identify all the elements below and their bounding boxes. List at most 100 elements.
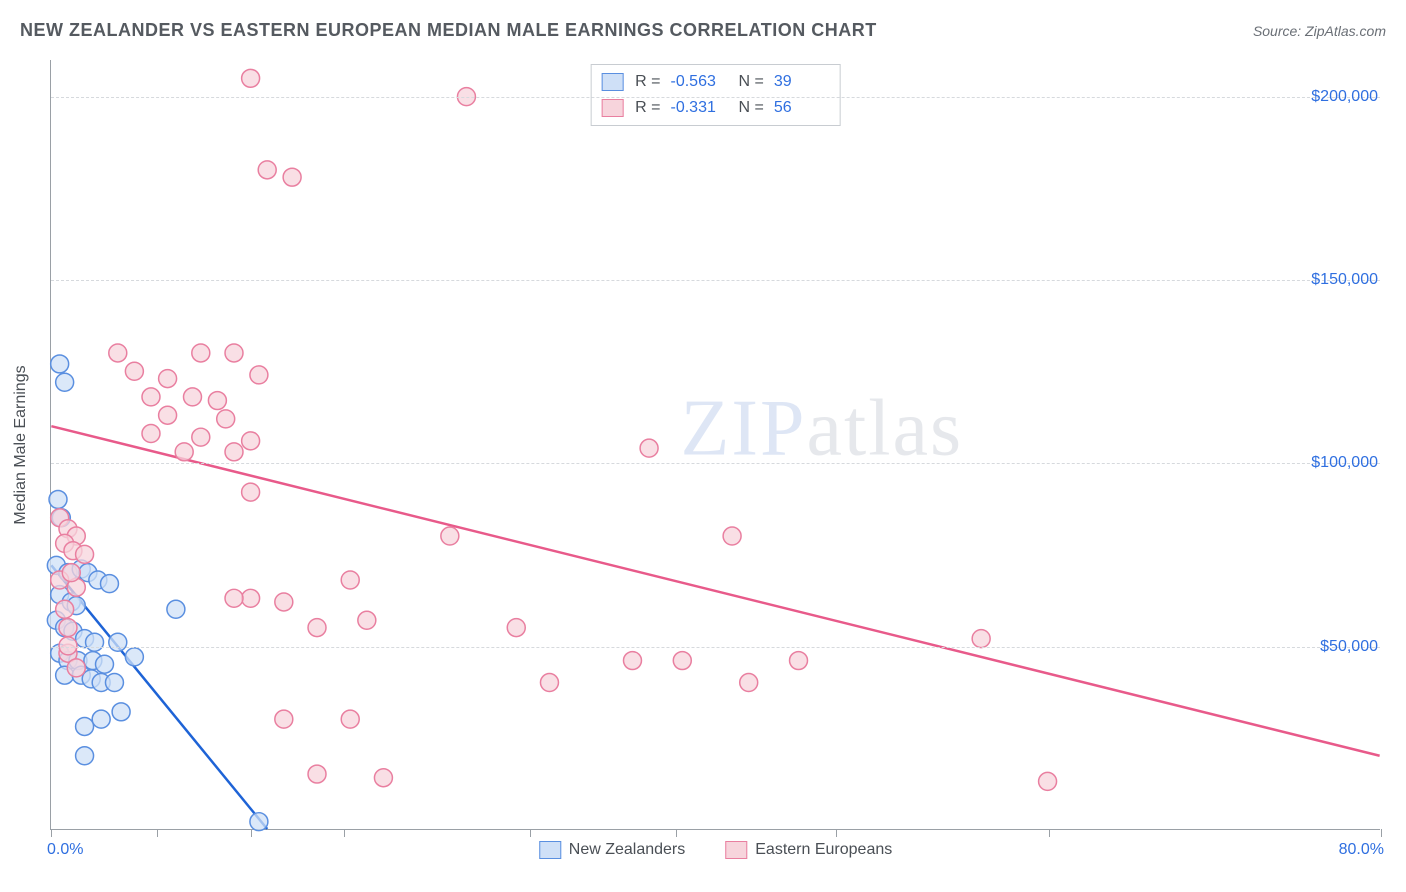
- legend-r-label: R =: [635, 73, 660, 91]
- nz-point: [109, 633, 127, 651]
- ee-point: [175, 443, 193, 461]
- ee-point: [225, 443, 243, 461]
- legend-swatch: [539, 841, 561, 859]
- legend-swatch: [601, 99, 623, 117]
- x-tick: [676, 829, 677, 837]
- source-label: Source: ZipAtlas.com: [1253, 23, 1386, 39]
- gridline: [51, 647, 1380, 648]
- ee-point: [258, 161, 276, 179]
- x-tick: [251, 829, 252, 837]
- x-tick: [1381, 829, 1382, 837]
- ee-point: [275, 710, 293, 728]
- ee-point: [374, 769, 392, 787]
- ee-point: [275, 593, 293, 611]
- x-tick: [344, 829, 345, 837]
- chart-title: NEW ZEALANDER VS EASTERN EUROPEAN MEDIAN…: [20, 20, 877, 41]
- ee-point: [790, 652, 808, 670]
- x-tick: [1049, 829, 1050, 837]
- nz-point: [100, 575, 118, 593]
- ee-point: [723, 527, 741, 545]
- ee-point: [59, 619, 77, 637]
- ee-point: [673, 652, 691, 670]
- legend-r-value: -0.563: [671, 73, 727, 91]
- legend-r-label: R =: [635, 99, 660, 117]
- ee-point: [540, 674, 558, 692]
- ee-point: [142, 425, 160, 443]
- ee-point: [441, 527, 459, 545]
- nz-point: [56, 373, 74, 391]
- series-legend: New Zealanders Eastern Europeans: [539, 841, 892, 859]
- nz-point: [76, 747, 94, 765]
- ee-point: [192, 428, 210, 446]
- nz-point: [112, 703, 130, 721]
- ee-point: [208, 392, 226, 410]
- gridline: [51, 463, 1380, 464]
- ee-point: [358, 611, 376, 629]
- y-axis-title: Median Male Earnings: [12, 365, 30, 524]
- ee-point: [242, 69, 260, 87]
- ee-point: [184, 388, 202, 406]
- ee-point: [159, 370, 177, 388]
- gridline: [51, 97, 1380, 98]
- legend-n-label: N =: [739, 99, 764, 117]
- ee-point: [159, 406, 177, 424]
- ee-point: [109, 344, 127, 362]
- nz-point: [125, 648, 143, 666]
- x-tick: [51, 829, 52, 837]
- nz-point: [51, 355, 69, 373]
- ee-point: [507, 619, 525, 637]
- legend-r-value: -0.331: [671, 99, 727, 117]
- ee-point: [1039, 772, 1057, 790]
- x-tick: [836, 829, 837, 837]
- header: NEW ZEALANDER VS EASTERN EUROPEAN MEDIAN…: [20, 20, 1386, 41]
- x-axis-min-label: 0.0%: [47, 841, 83, 859]
- ee-point: [242, 483, 260, 501]
- ee-point: [76, 545, 94, 563]
- ee-point: [225, 344, 243, 362]
- series-legend-item-nz: New Zealanders: [539, 841, 686, 859]
- gridline: [51, 280, 1380, 281]
- legend-row-nz: R = -0.563 N = 39: [601, 69, 830, 95]
- legend-n-label: N =: [739, 73, 764, 91]
- legend-n-value: 39: [774, 73, 830, 91]
- ee-point: [308, 765, 326, 783]
- scatter-points-layer: [51, 60, 1380, 829]
- ee-point: [242, 432, 260, 450]
- ee-point: [341, 710, 359, 728]
- ee-point: [192, 344, 210, 362]
- ee-point: [217, 410, 235, 428]
- nz-point: [105, 674, 123, 692]
- ee-point: [125, 362, 143, 380]
- nz-point: [76, 717, 94, 735]
- nz-point: [49, 490, 67, 508]
- legend-n-value: 56: [774, 99, 830, 117]
- ee-point: [972, 630, 990, 648]
- y-tick-label: $100,000: [1311, 454, 1382, 472]
- ee-point: [62, 564, 80, 582]
- x-axis-max-label: 80.0%: [1339, 841, 1384, 859]
- ee-point: [250, 366, 268, 384]
- ee-point: [341, 571, 359, 589]
- nz-point: [92, 710, 110, 728]
- y-tick-label: $150,000: [1311, 271, 1382, 289]
- x-tick: [530, 829, 531, 837]
- legend-swatch: [725, 841, 747, 859]
- ee-point: [242, 589, 260, 607]
- ee-point: [225, 589, 243, 607]
- series-name: Eastern Europeans: [755, 841, 892, 858]
- series-legend-item-ee: Eastern Europeans: [725, 841, 892, 859]
- y-tick-label: $50,000: [1320, 638, 1382, 656]
- nz-point: [250, 813, 268, 831]
- ee-point: [56, 600, 74, 618]
- ee-point: [740, 674, 758, 692]
- nz-point: [86, 633, 104, 651]
- y-tick-label: $200,000: [1311, 88, 1382, 106]
- correlation-legend: R = -0.563 N = 39 R = -0.331 N = 56: [590, 64, 841, 126]
- scatter-plot: Median Male Earnings ZIPatlas R =-0.563N…: [50, 60, 1380, 830]
- ee-point: [623, 652, 641, 670]
- nz-point: [167, 600, 185, 618]
- legend-row-ee: R = -0.331 N = 56: [601, 95, 830, 121]
- nz-point: [96, 655, 114, 673]
- ee-point: [67, 659, 85, 677]
- ee-point: [142, 388, 160, 406]
